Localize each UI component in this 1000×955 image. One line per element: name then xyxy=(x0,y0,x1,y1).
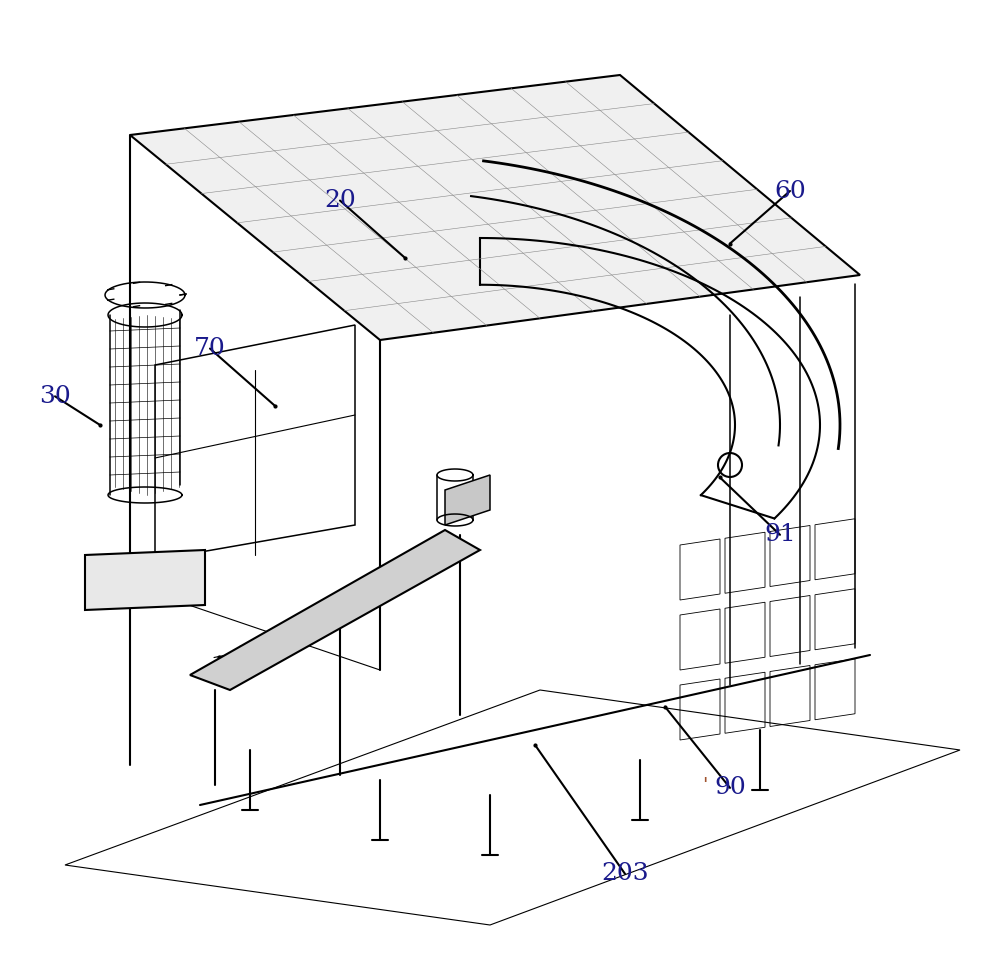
Text: 60: 60 xyxy=(774,180,806,202)
Polygon shape xyxy=(130,75,860,340)
Polygon shape xyxy=(85,550,205,610)
Text: 30: 30 xyxy=(39,385,71,408)
Text: ': ' xyxy=(702,775,708,795)
Polygon shape xyxy=(190,530,480,690)
Polygon shape xyxy=(445,475,490,525)
Text: 91: 91 xyxy=(764,523,796,546)
Text: 90: 90 xyxy=(714,776,746,799)
Text: 203: 203 xyxy=(601,862,649,885)
Text: 20: 20 xyxy=(324,189,356,212)
Text: 70: 70 xyxy=(194,337,226,360)
